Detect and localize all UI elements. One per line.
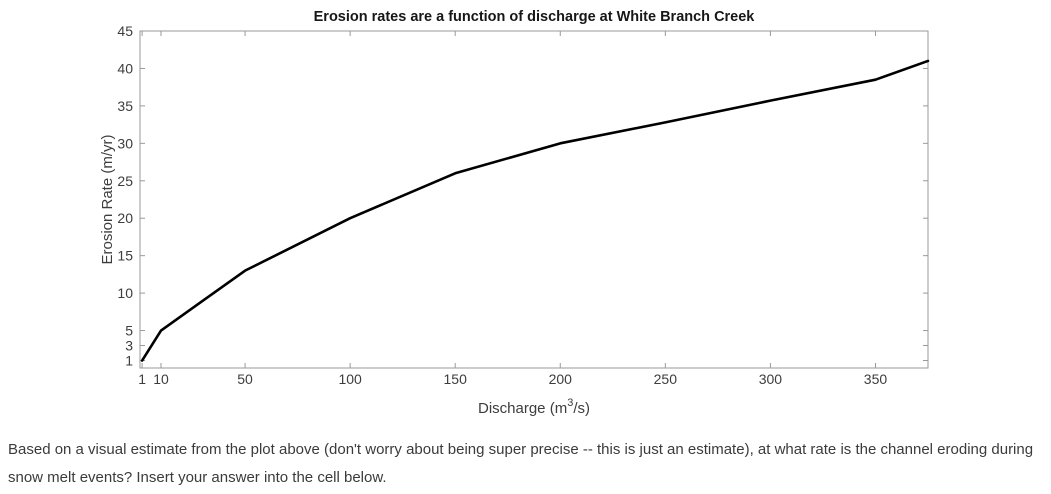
x-tick-label: 300 xyxy=(759,371,783,387)
question-text: Based on a visual estimate from the plot… xyxy=(8,441,1034,486)
x-tick-label: 10 xyxy=(153,371,169,387)
y-tick-label: 25 xyxy=(117,173,133,189)
x-tick-label: 100 xyxy=(338,371,362,387)
y-tick-label: 3 xyxy=(125,338,133,354)
x-tick-label: 350 xyxy=(864,371,888,387)
chart-canvas: Erosion rates are a function of discharg… xyxy=(99,9,930,417)
chart-title: Erosion rates are a function of discharg… xyxy=(314,9,756,25)
y-tick-label: 40 xyxy=(117,60,133,76)
y-tick-label: 30 xyxy=(117,135,133,151)
erosion-discharge-chart: Erosion rates are a function of discharg… xyxy=(99,9,930,417)
y-tick-label: 45 xyxy=(117,23,133,39)
plot-box xyxy=(139,30,929,369)
x-tick-label: 50 xyxy=(237,371,253,387)
y-axis-label: Erosion Rate (m/yr) xyxy=(99,134,116,264)
x-tick-label: 250 xyxy=(654,371,678,387)
y-tick-label: 35 xyxy=(117,98,133,114)
y-tick-label: 5 xyxy=(125,323,133,339)
x-tick-label: 1 xyxy=(138,371,146,387)
y-tick-label: 10 xyxy=(117,285,133,301)
axes-layer: 1 10 50 100 150 200 250 300 35013510152025303540… xyxy=(117,23,929,387)
erosion-rate-curve xyxy=(140,59,930,362)
y-tick-label: 15 xyxy=(117,248,133,264)
x-tick-label: 150 xyxy=(444,371,468,387)
x-tick-label: 200 xyxy=(549,371,573,387)
y-tick-label: 20 xyxy=(117,210,133,226)
curve-layer xyxy=(140,59,930,362)
x-axis-label: Discharge (m3/s) xyxy=(478,397,590,417)
y-tick-label: 1 xyxy=(125,353,133,369)
